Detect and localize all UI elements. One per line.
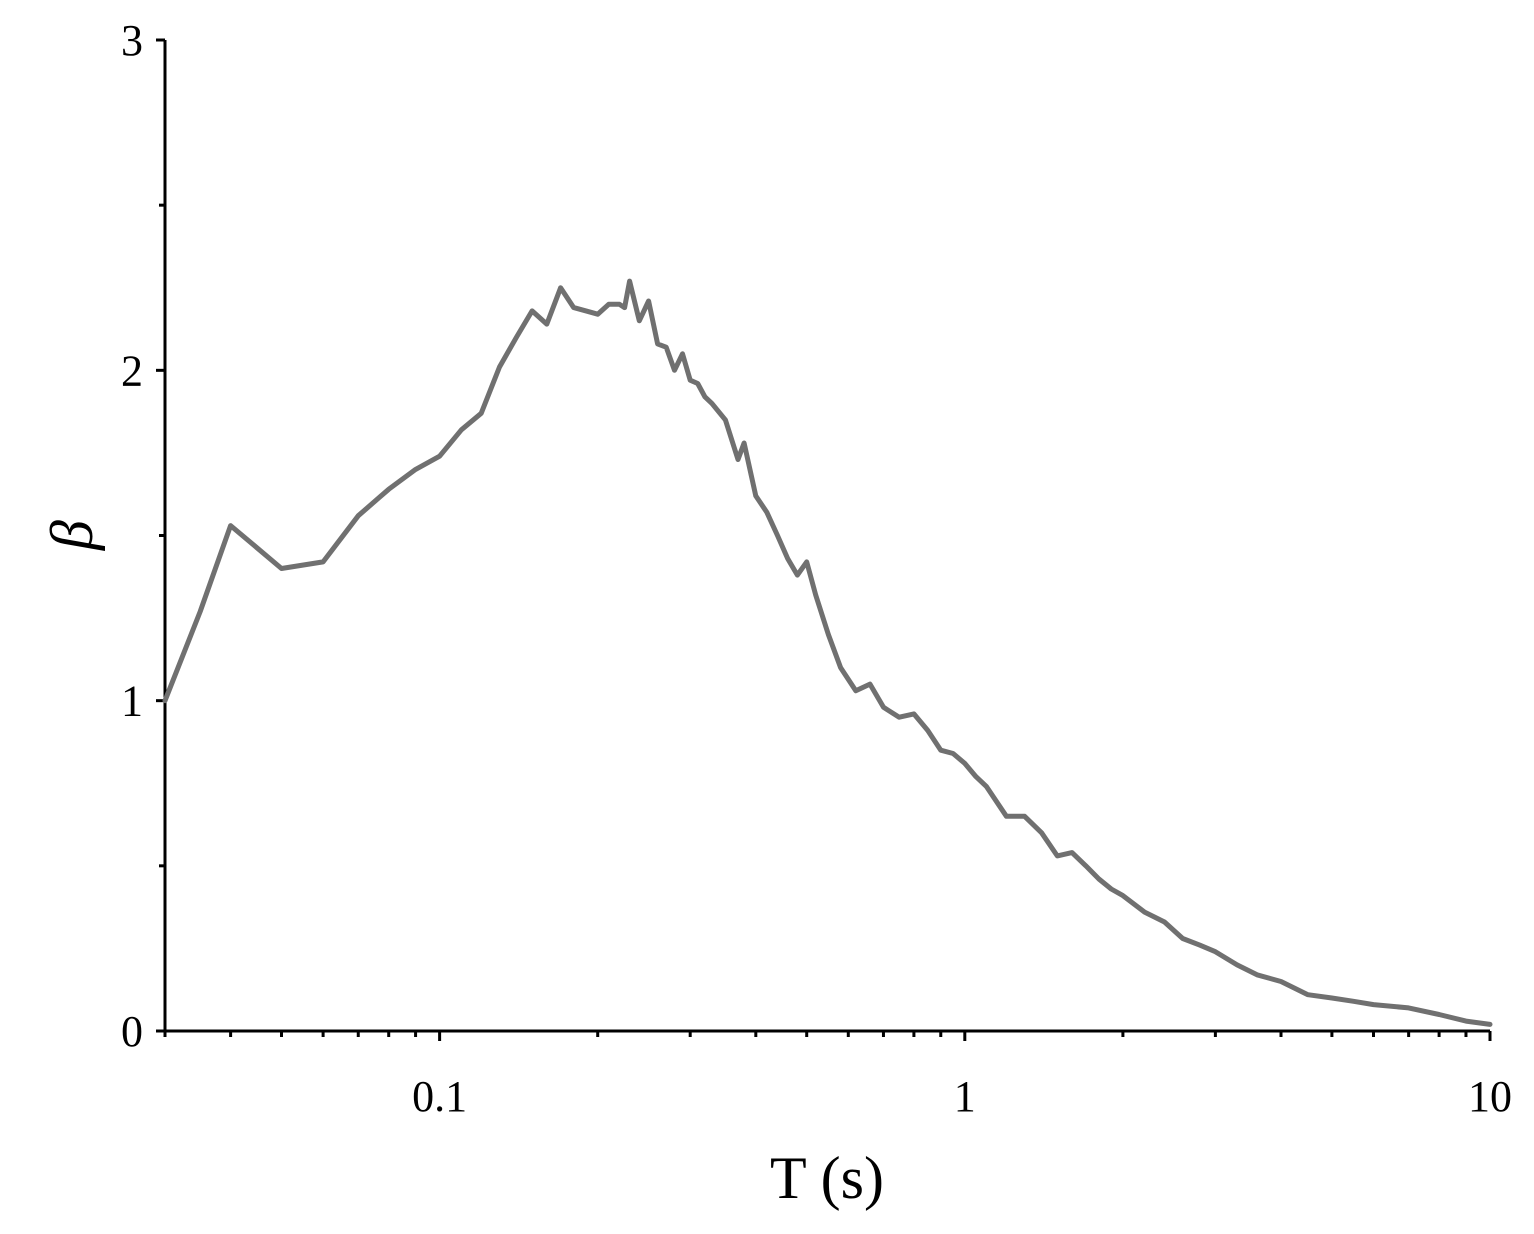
y-tick-label: 2: [121, 346, 143, 395]
x-tick-label: 10: [1468, 1072, 1512, 1121]
y-tick-label: 0: [121, 1007, 143, 1056]
x-axis-title: T (s): [770, 1145, 884, 1211]
ticks: [156, 38, 1492, 1041]
y-tick-label: 1: [121, 677, 143, 726]
x-tick-label: 0.1: [412, 1072, 467, 1121]
y-axis-title: β: [39, 520, 105, 551]
series: [162, 278, 1493, 1027]
beta-series-line: [162, 278, 1493, 1027]
x-tick-label: 1: [954, 1072, 976, 1121]
axes: [163, 40, 1490, 1033]
y-tick-label: 3: [121, 16, 143, 65]
tick-labels: 0 1 2 3 0.1 1 10: [121, 16, 1512, 1121]
